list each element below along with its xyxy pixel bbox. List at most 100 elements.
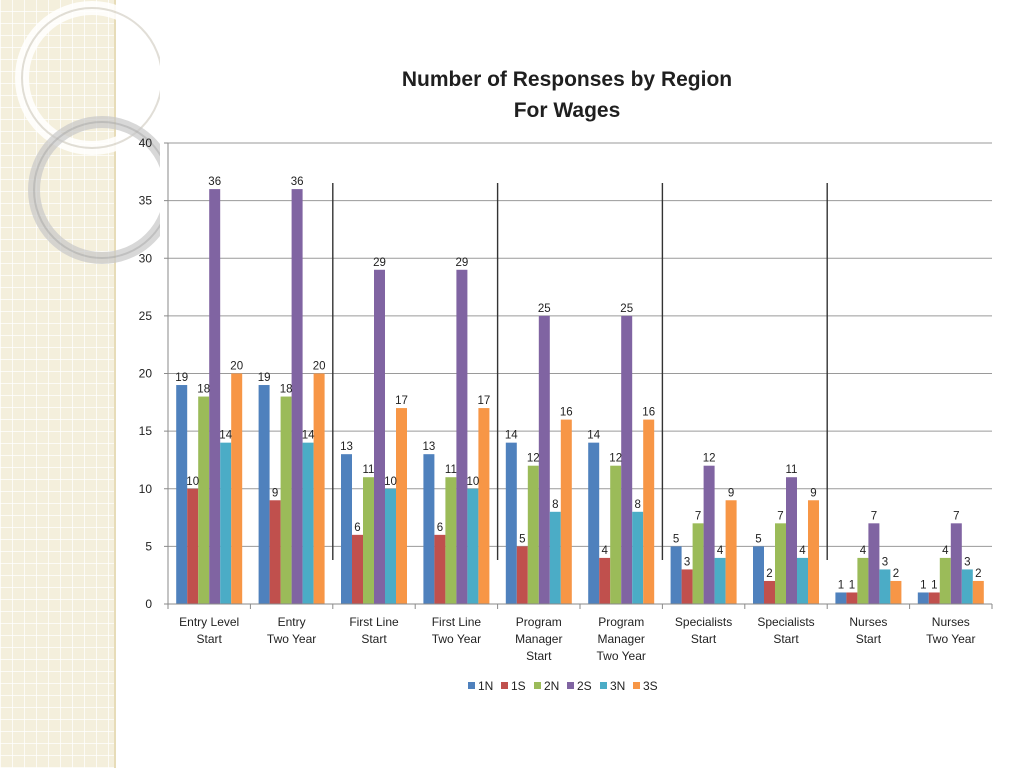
y-tick-label: 30 (139, 251, 153, 265)
bar-2n (692, 523, 704, 604)
bar-2n (198, 396, 210, 604)
x-category-label: Start (773, 632, 799, 646)
decorative-ring-outline (33, 121, 160, 259)
x-category-label: Program (598, 615, 644, 629)
data-label: 1 (849, 579, 855, 591)
legend-swatch-1s (501, 682, 508, 689)
bar-2s (374, 269, 385, 604)
x-category-label: Manager (598, 632, 645, 646)
data-label: 14 (505, 430, 518, 442)
x-category-label: Specialists (675, 615, 732, 629)
x-category-label: First Line (349, 615, 399, 629)
data-label: 1 (931, 579, 937, 591)
data-label: 17 (478, 395, 491, 407)
x-category-label: Nurses (932, 615, 970, 629)
legend-label: 1N (478, 679, 493, 693)
data-label: 1 (920, 579, 926, 591)
data-label: 20 (313, 361, 326, 373)
x-category-label: Entry (278, 615, 306, 629)
data-label: 10 (384, 476, 397, 488)
y-tick-label: 20 (139, 367, 153, 381)
bar-2s (621, 315, 633, 604)
data-label: 14 (302, 430, 315, 442)
data-label: 14 (219, 430, 232, 442)
decorative-rings (15, 1, 160, 264)
x-category-label: Two Year (432, 632, 481, 646)
data-label: 11 (363, 464, 375, 476)
legend-label: 2N (544, 679, 559, 693)
data-label: 7 (777, 510, 783, 522)
x-category-label: Manager (515, 632, 562, 646)
data-label: 7 (953, 510, 959, 522)
bar-3n (632, 511, 644, 604)
bar-1s (928, 592, 940, 604)
data-label: 6 (437, 522, 443, 534)
bar-1s (352, 534, 363, 604)
y-tick-label: 25 (139, 309, 153, 323)
bar-2s (950, 523, 962, 604)
data-label: 36 (291, 176, 304, 188)
bar-2n (857, 557, 869, 604)
decorative-sidebar (0, 0, 160, 768)
data-label: 9 (728, 487, 734, 499)
bar-1n (588, 442, 600, 604)
y-tick-label: 10 (139, 482, 153, 496)
x-category-label: First Line (432, 615, 482, 629)
x-category-label: Program (516, 615, 562, 629)
bar-1s (187, 488, 199, 604)
x-category-label: Start (691, 632, 717, 646)
bar-3n (879, 569, 891, 604)
data-label: 2 (975, 568, 981, 580)
data-label: 5 (673, 533, 679, 545)
bar-3n (961, 569, 973, 604)
data-label: 18 (280, 384, 293, 396)
data-label: 11 (786, 464, 798, 476)
bar-3n (467, 488, 479, 604)
bar-3s (725, 500, 737, 604)
data-label: 11 (445, 464, 457, 476)
bar-1s (764, 580, 775, 604)
data-label: 4 (717, 545, 724, 557)
data-label: 14 (587, 430, 600, 442)
bar-2n (775, 523, 786, 604)
bar-1n (917, 592, 929, 604)
bar-1n (753, 546, 764, 604)
legend-swatch-3n (600, 682, 607, 689)
data-label: 19 (258, 372, 271, 384)
bar-1n (176, 385, 188, 604)
data-label: 25 (620, 303, 633, 315)
data-label: 2 (893, 568, 899, 580)
data-label: 5 (519, 533, 525, 545)
data-label: 10 (467, 476, 480, 488)
bar-3n (797, 557, 808, 604)
chart-title-line: Number of Responses by Region (402, 68, 732, 91)
bar-2s (786, 477, 797, 604)
bar-3n (302, 442, 314, 604)
data-label: 4 (860, 545, 867, 557)
data-label: 13 (423, 441, 436, 453)
x-category-label: Two Year (267, 632, 316, 646)
x-category-label: Start (197, 632, 223, 646)
data-label: 13 (340, 441, 353, 453)
legend-label: 1S (511, 679, 526, 693)
data-label: 17 (395, 395, 408, 407)
x-category-label: Two Year (926, 632, 975, 646)
bar-3s (972, 580, 984, 604)
chart-title-line: For Wages (514, 99, 621, 122)
legend-swatch-2s (567, 682, 574, 689)
y-tick-label: 15 (139, 424, 153, 438)
legend-label: 3N (610, 679, 625, 693)
y-axis: 0 5 10 15 20 25 30 35 40 (139, 136, 169, 611)
legend: 1N 1S 2N 2S 3N 3S (468, 679, 658, 693)
bar-3n (220, 442, 232, 604)
chart-title: Number of Responses by Region For Wages (402, 68, 732, 122)
data-label: 4 (601, 545, 608, 557)
y-tick-label: 35 (139, 194, 153, 208)
data-label: 16 (560, 407, 573, 419)
bar-2n (445, 477, 457, 604)
bar-3s (560, 419, 572, 604)
data-label: 16 (642, 407, 655, 419)
legend-swatch-2n (534, 682, 541, 689)
data-label: 12 (609, 453, 622, 465)
